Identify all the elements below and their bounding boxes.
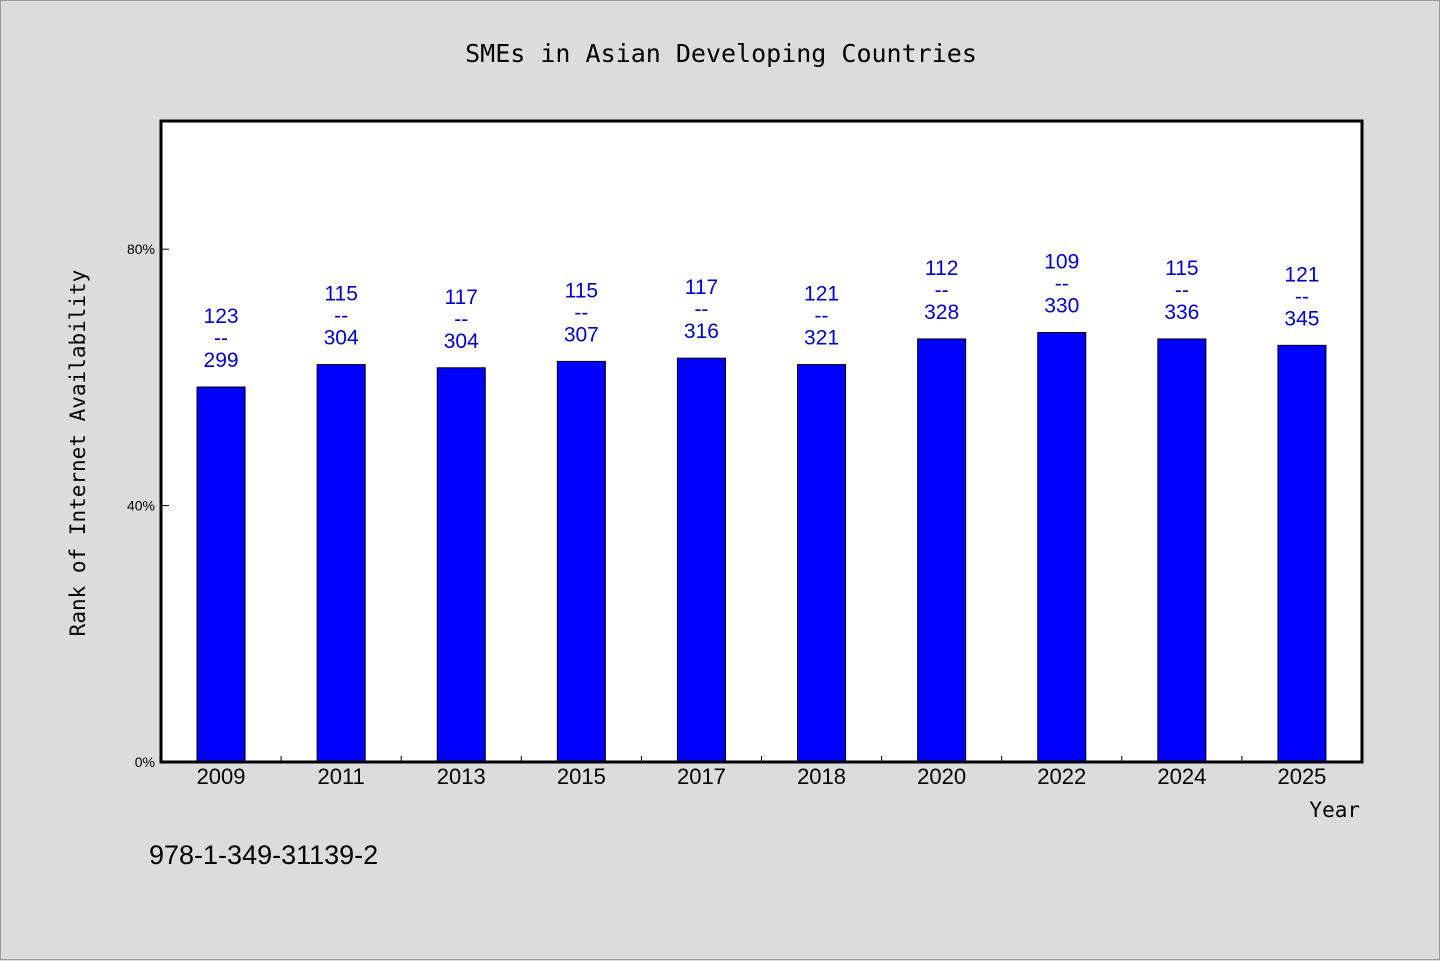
bar-2018	[797, 364, 847, 763]
x-tick-label: 2025	[1277, 764, 1326, 789]
x-tick-label: 2024	[1157, 764, 1206, 789]
data-label-2022-line-3: 330	[1044, 295, 1079, 318]
data-label-2017-line-3: 316	[684, 320, 719, 343]
bar-2022	[1037, 332, 1087, 763]
x-tick-label: 2013	[437, 764, 486, 789]
data-label-2011-line-1: 115	[324, 283, 357, 306]
data-labels-group: 123--299115--304117--304115--307117--316…	[204, 251, 1320, 372]
bar-2025	[1277, 344, 1327, 763]
x-tick-label: 2018	[797, 764, 846, 789]
data-label-2017-line-2: --	[694, 298, 708, 321]
data-label-2025-line-3: 345	[1284, 307, 1319, 330]
data-label-2009-line-3: 299	[204, 349, 239, 372]
y-tick-label: 80%	[127, 241, 155, 257]
bar-2009	[196, 386, 246, 763]
data-label-2015-line-2: --	[574, 301, 588, 324]
data-label-2013-line-3: 304	[444, 330, 479, 353]
data-label-2024-line-2: --	[1175, 279, 1189, 302]
bar-2013	[436, 367, 486, 763]
data-label-2022-line-1: 109	[1044, 251, 1079, 274]
data-label-2015-line-1: 115	[565, 279, 598, 302]
y-tick-label: 0%	[135, 754, 155, 770]
data-label-2011-line-2: --	[334, 305, 348, 328]
y-tick-label: 40%	[127, 498, 155, 514]
x-tick-label: 2011	[317, 764, 364, 789]
bar-2017	[676, 357, 726, 763]
data-label-2020-line-2: --	[935, 279, 949, 302]
data-label-2011-line-3: 304	[324, 327, 359, 350]
data-label-2025-line-1: 121	[1284, 263, 1319, 286]
data-label-2017-line-1: 117	[685, 276, 718, 299]
bar-2020	[917, 338, 967, 763]
bars-group	[196, 332, 1327, 763]
footnote-isbn: 978-1-349-31139-2	[149, 840, 378, 870]
x-tick-label: 2017	[677, 764, 726, 789]
data-label-2013-line-2: --	[454, 308, 468, 331]
x-tick-label: 2020	[917, 764, 966, 789]
data-label-2020-line-3: 328	[924, 301, 959, 324]
data-label-2022-line-2: --	[1055, 273, 1069, 296]
axes-group: 2009 2011 2013 2015 2017 2018 2020 2022 2024 2025…	[127, 241, 1326, 789]
data-label-2018-line-3: 321	[804, 327, 839, 350]
x-tick-label: 2022	[1037, 764, 1086, 789]
data-label-2015-line-3: 307	[564, 323, 599, 346]
x-tick-label: 2009	[197, 764, 246, 789]
chart-title: SMEs in Asian Developing Countries	[465, 39, 977, 68]
data-label-2025-line-2: --	[1295, 285, 1309, 308]
bar-2024	[1157, 338, 1207, 763]
data-label-2024-line-1: 115	[1165, 257, 1198, 280]
data-label-2020-line-1: 112	[925, 257, 958, 280]
data-label-2018-line-1: 121	[804, 283, 839, 306]
y-axis-label: Rank of Internet Availability	[66, 270, 90, 637]
data-label-2009-line-1: 123	[204, 305, 239, 328]
bar-2015	[556, 360, 606, 763]
data-label-2024-line-3: 336	[1164, 301, 1199, 324]
bar-2011	[316, 364, 366, 763]
x-tick-label: 2015	[557, 764, 606, 789]
data-label-2009-line-2: --	[214, 327, 228, 350]
data-label-2018-line-2: --	[815, 305, 829, 328]
x-axis-label: Year	[1309, 798, 1360, 822]
data-label-2013-line-1: 117	[445, 286, 478, 309]
plot-border	[159, 119, 1364, 764]
